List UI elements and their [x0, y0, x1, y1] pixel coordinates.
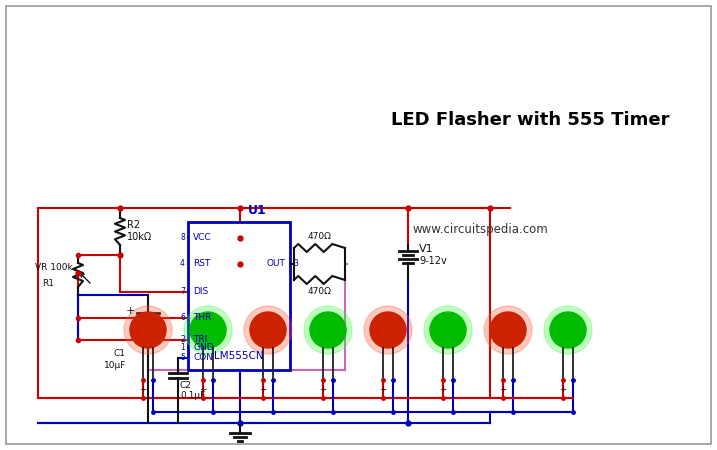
- Circle shape: [244, 306, 292, 354]
- Circle shape: [484, 306, 532, 354]
- Text: TRI: TRI: [193, 336, 207, 345]
- Text: +: +: [319, 385, 327, 394]
- Bar: [188, 222, 290, 370]
- Text: 6: 6: [180, 314, 185, 323]
- Text: 10µF: 10µF: [104, 360, 126, 369]
- Circle shape: [190, 312, 226, 348]
- Text: +: +: [379, 385, 386, 394]
- Circle shape: [430, 312, 466, 348]
- Circle shape: [304, 306, 352, 354]
- Text: 5: 5: [180, 354, 185, 363]
- Circle shape: [364, 306, 412, 354]
- Text: C2: C2: [180, 382, 192, 391]
- Text: RST: RST: [193, 260, 210, 269]
- Circle shape: [424, 306, 472, 354]
- Text: +: +: [260, 385, 267, 394]
- Text: R1: R1: [42, 279, 54, 288]
- Text: V1: V1: [419, 244, 434, 254]
- Text: U1: U1: [247, 203, 267, 216]
- Circle shape: [370, 312, 406, 348]
- Text: CON: CON: [193, 354, 213, 363]
- Text: 9-12v: 9-12v: [419, 256, 447, 266]
- Circle shape: [550, 312, 586, 348]
- Text: +: +: [440, 385, 447, 394]
- Text: 10kΩ: 10kΩ: [127, 233, 152, 243]
- Text: +: +: [125, 306, 135, 316]
- Circle shape: [124, 306, 172, 354]
- Text: +: +: [499, 385, 507, 394]
- Text: 8: 8: [180, 234, 185, 243]
- Circle shape: [544, 306, 592, 354]
- Text: THR: THR: [193, 314, 212, 323]
- Text: 3: 3: [293, 260, 298, 269]
- Text: 0.1µF: 0.1µF: [180, 392, 205, 400]
- Text: 470Ω: 470Ω: [308, 232, 331, 241]
- Circle shape: [310, 312, 346, 348]
- Text: 1: 1: [180, 343, 185, 352]
- Text: GND: GND: [193, 343, 214, 352]
- Text: C1: C1: [114, 348, 126, 357]
- Circle shape: [250, 312, 286, 348]
- Circle shape: [184, 306, 232, 354]
- Text: 7: 7: [180, 288, 185, 297]
- Text: 470Ω: 470Ω: [308, 287, 331, 296]
- Text: LM555CN: LM555CN: [214, 351, 264, 361]
- Text: +: +: [199, 385, 206, 394]
- Text: LED Flasher with 555 Timer: LED Flasher with 555 Timer: [391, 111, 669, 129]
- Circle shape: [490, 312, 526, 348]
- Text: +: +: [559, 385, 566, 394]
- Circle shape: [130, 312, 166, 348]
- Text: R2: R2: [127, 220, 140, 230]
- Text: DIS: DIS: [193, 288, 208, 297]
- Text: 4: 4: [180, 260, 185, 269]
- Text: VR 100k: VR 100k: [35, 262, 72, 271]
- Text: www.circuitspedia.com: www.circuitspedia.com: [412, 224, 548, 237]
- Text: VCC: VCC: [193, 234, 212, 243]
- Text: 2: 2: [180, 336, 185, 345]
- Text: OUT: OUT: [266, 260, 285, 269]
- Text: +: +: [139, 385, 147, 394]
